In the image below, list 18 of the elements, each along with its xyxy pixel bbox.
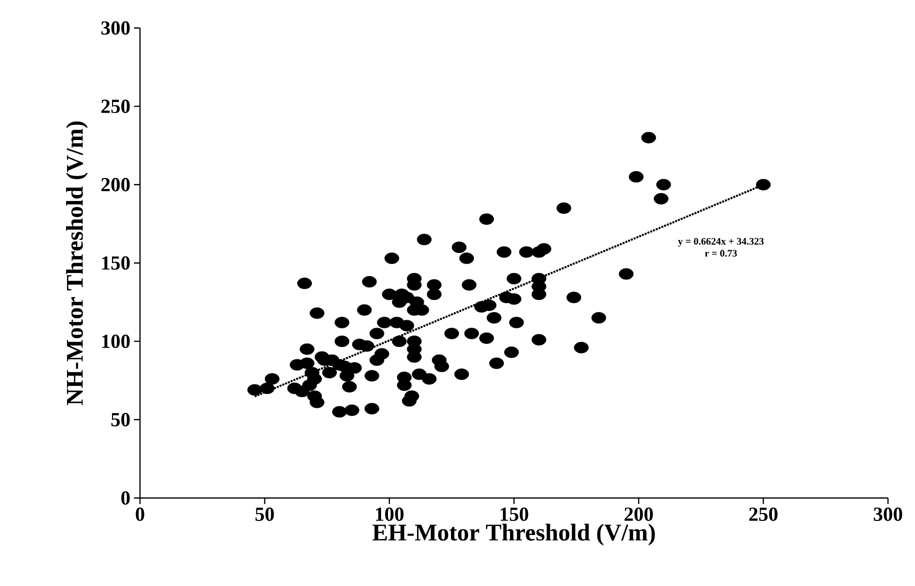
x-tick-label: 0	[136, 508, 144, 521]
y-tick-label: 0	[121, 491, 130, 505]
x-tick-label: 250	[749, 508, 778, 521]
x-tick-label: 100	[376, 508, 404, 521]
y-axis-title: NH-Motor Threshold (V/m)	[66, 122, 88, 406]
y-tick-label: 200	[101, 178, 130, 192]
x-axis-title: EH-Motor Threshold (V/m)	[372, 524, 655, 546]
annotation: r = 0.73	[704, 250, 737, 257]
annotation: y = 0.6624x + 34.323	[678, 238, 764, 247]
x-tick-label: 200	[624, 508, 653, 521]
y-tick-label: 50	[111, 412, 130, 426]
y-tick-label: 250	[101, 100, 130, 114]
y-tick-label: 150	[102, 256, 130, 270]
x-tick-label: 150	[500, 508, 528, 521]
x-tick-label: 50	[256, 508, 274, 521]
y-tick-label: 100	[102, 334, 130, 348]
y-tick-label: 300	[101, 21, 130, 35]
x-tick-label: 300	[874, 508, 902, 521]
